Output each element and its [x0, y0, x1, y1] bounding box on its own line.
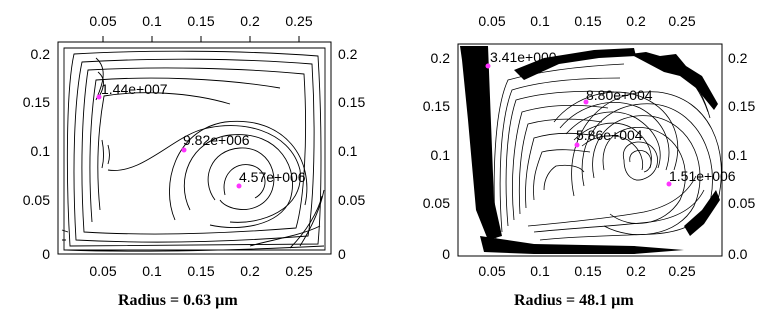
marker-point — [181, 147, 187, 153]
y-tick-left: 0 — [42, 246, 50, 262]
dense-contour-regions — [460, 46, 720, 254]
marker-point — [666, 181, 672, 187]
contour-value-label: 4.57e+006 — [239, 169, 306, 185]
y-tick-right: 0.1 — [728, 147, 748, 163]
contour-lines — [493, 63, 722, 241]
contour-plot-left: 0.05 0.1 0.15 0.2 0.25 0.05 0.1 0.15 0.2… — [23, 13, 366, 279]
y-tick-left: 0.15 — [23, 94, 50, 110]
y-tick-right: 0.05 — [728, 195, 755, 211]
x-tick-top: 0.1 — [142, 13, 162, 29]
x-tick-bottom: 0.2 — [240, 263, 260, 279]
x-tick-top: 0.2 — [626, 13, 646, 29]
contour-value-label: 1.51e+006 — [669, 168, 736, 184]
y-tick-left: 0 — [442, 246, 450, 262]
y-tick-left: 0.2 — [31, 46, 51, 62]
x-tick-bottom: 0.25 — [285, 263, 312, 279]
x-tick-top: 0.25 — [285, 13, 312, 29]
y-tick-left: 0.05 — [23, 192, 50, 208]
x-tick-bottom: 0.15 — [187, 263, 214, 279]
x-tick-bottom: 0.25 — [668, 263, 695, 279]
plot-frame — [57, 41, 332, 255]
marker-point — [96, 94, 102, 100]
contour-lines — [61, 47, 326, 252]
contour-value-label: 9.82e+006 — [183, 132, 250, 148]
x-tick-top: 0.1 — [530, 13, 550, 29]
marker-point — [574, 142, 580, 148]
plot-frame — [457, 43, 723, 257]
x-tick-bottom: 0.15 — [574, 263, 601, 279]
x-tick-top: 0.15 — [187, 13, 214, 29]
x-tick-bottom: 0.1 — [142, 263, 162, 279]
contour-value-label: 8.80e+004 — [586, 87, 653, 103]
y-tick-right: 0.2 — [728, 50, 748, 66]
x-tick-top: 0.25 — [668, 13, 695, 29]
contour-value-label: 5.86e+004 — [576, 127, 643, 143]
panel-caption: Radius = 48.1 µm — [514, 292, 634, 309]
contour-value-label: 3.41e+000 — [490, 49, 557, 65]
y-tick-left: 0.05 — [423, 195, 450, 211]
y-tick-right: 0.1 — [338, 143, 358, 159]
contour-value-label: 1.44e+007 — [101, 81, 168, 97]
contour-panel-small-radius: 0.05 0.1 0.15 0.2 0.25 0.05 0.1 0.15 0.2… — [23, 13, 366, 279]
contour-panel-large-radius: 0.05 0.1 0.15 0.2 0.25 0.05 0.1 0.15 0.2… — [384, 0, 768, 320]
y-tick-right: 0.15 — [728, 98, 755, 114]
x-tick-top: 0.15 — [574, 13, 601, 29]
marker-point — [236, 183, 242, 189]
x-tick-bottom: 0.1 — [530, 263, 550, 279]
x-tick-top: 0.2 — [240, 13, 260, 29]
y-tick-right: 0.05 — [338, 192, 365, 208]
marker-point — [485, 63, 491, 69]
y-tick-left: 0.2 — [431, 50, 451, 66]
marker-point — [583, 99, 589, 105]
y-tick-right: 0 — [338, 246, 346, 262]
y-tick-left: 0.1 — [431, 147, 451, 163]
x-tick-bottom: 0.05 — [478, 263, 505, 279]
y-tick-left: 0.15 — [423, 98, 450, 114]
x-tick-top: 0.05 — [89, 13, 116, 29]
y-tick-right: 0.2 — [338, 46, 358, 62]
x-tick-top: 0.05 — [478, 13, 505, 29]
y-tick-right: 0.15 — [338, 94, 365, 110]
contour-plot-right: 0.05 0.1 0.15 0.2 0.25 0.05 0.1 0.15 0.2… — [423, 13, 756, 279]
panel-caption: Radius = 0.63 µm — [118, 292, 238, 309]
top-axis-ticks — [102, 36, 300, 42]
x-tick-bottom: 0.2 — [626, 263, 646, 279]
x-tick-bottom: 0.05 — [89, 263, 116, 279]
y-tick-right: 0.0 — [728, 246, 748, 262]
y-tick-left: 0.1 — [31, 143, 51, 159]
